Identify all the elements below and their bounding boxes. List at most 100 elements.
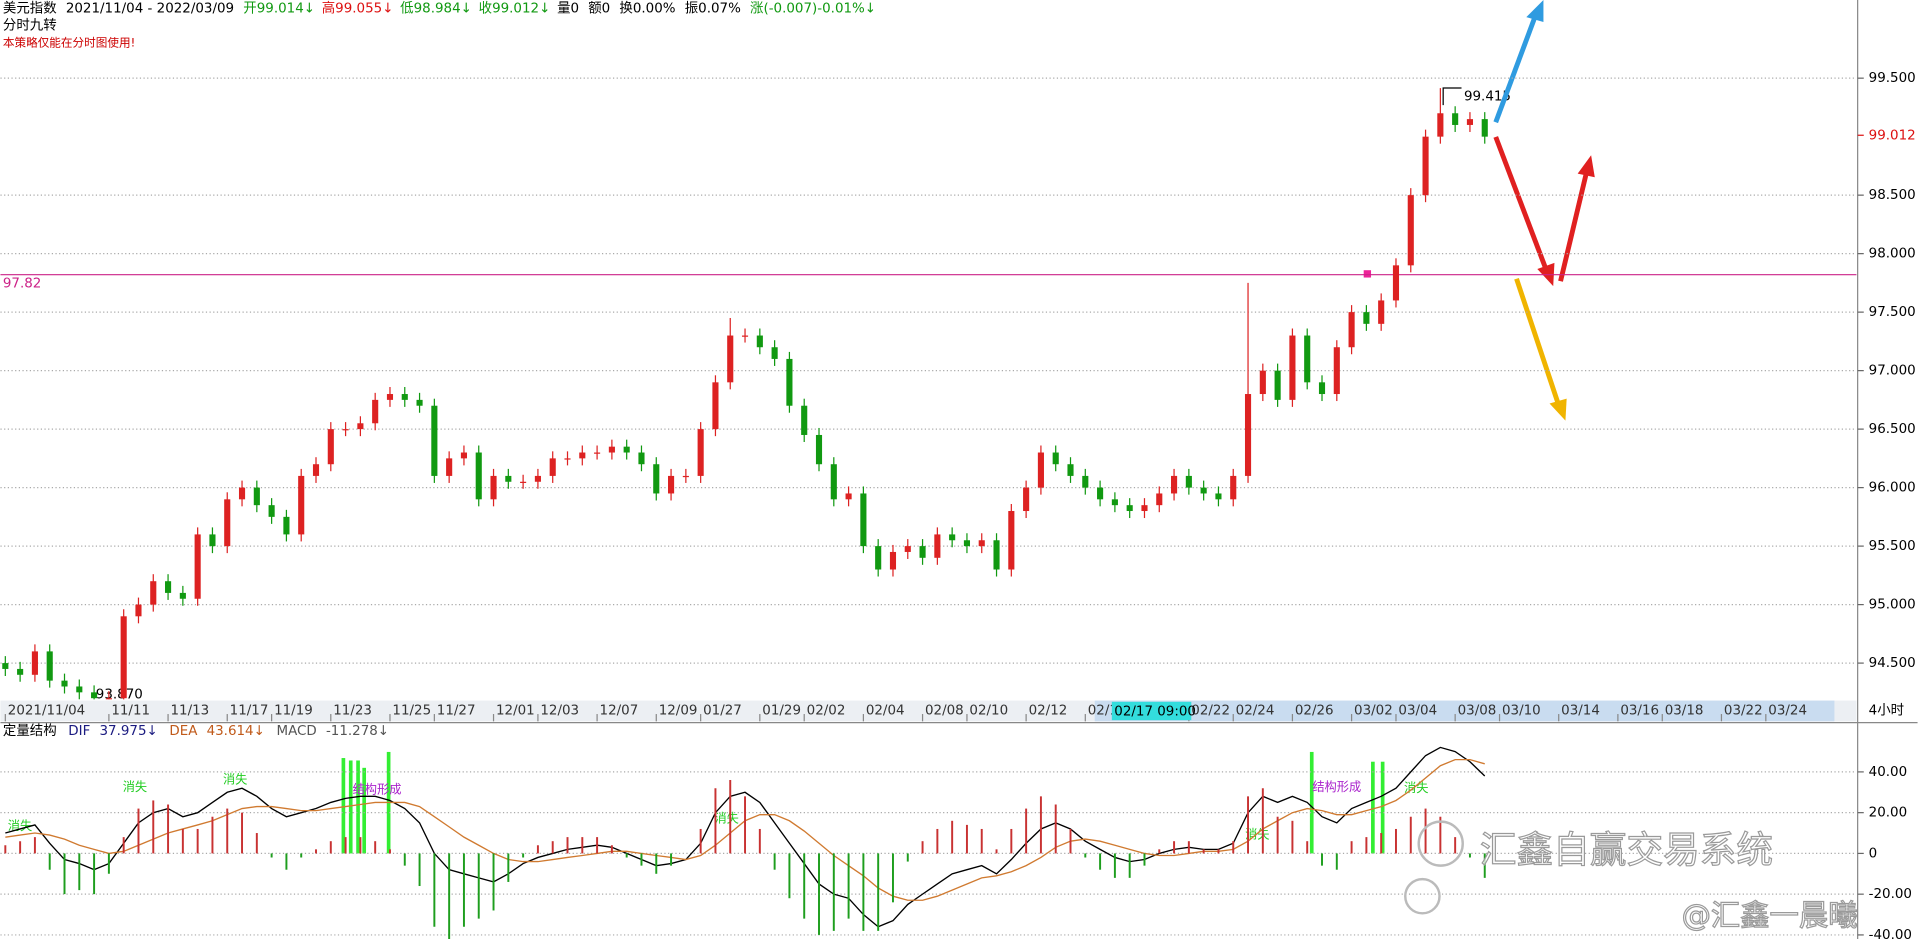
- x-tick-label: 03/24: [1768, 703, 1807, 718]
- candle-body: [135, 604, 142, 617]
- candle-body: [298, 475, 305, 535]
- plots: 94.500 95.000 95.500 96.000 96.500 97.000 97.5…: [0, 71, 1916, 939]
- candle-body: [978, 540, 985, 547]
- candle-body: [342, 429, 349, 431]
- candle-body: [1244, 394, 1252, 476]
- candle-body: [490, 475, 497, 500]
- candle-body: [875, 546, 882, 570]
- x-tick-label: 03/04: [1398, 703, 1437, 718]
- candle-body: [653, 464, 660, 494]
- candle-body: [934, 534, 941, 558]
- x-tick-label: 03/10: [1502, 703, 1541, 718]
- candle-body: [549, 458, 556, 476]
- x-tick-label: 03/16: [1620, 703, 1659, 718]
- x-tick-label: 02/02: [807, 703, 846, 718]
- strategy-warning: 本策略仅能在分时图使用!: [3, 35, 135, 49]
- y-tick-label: 0: [1869, 846, 1878, 861]
- candle-body: [993, 540, 1000, 570]
- x-tick-label: 11/17: [230, 703, 269, 718]
- candle-body: [460, 452, 468, 459]
- y-tick-label: 20.00: [1869, 806, 1907, 821]
- x-tick-label: 11/23: [333, 703, 372, 718]
- candle-body: [1067, 464, 1074, 476]
- candle-body: [446, 458, 453, 476]
- candle-body: [283, 516, 290, 535]
- y-tick-label: 95.500: [1869, 539, 1916, 554]
- candle-body: [594, 452, 601, 454]
- volume: 量0: [557, 1, 579, 17]
- candle-body: [61, 680, 68, 687]
- signal-bar: [1309, 751, 1314, 854]
- annotation: 消失: [223, 772, 247, 787]
- candle-body: [1141, 505, 1148, 512]
- high: 高99.055↓: [322, 0, 394, 17]
- candle-body: [268, 505, 275, 517]
- candle-body: [1037, 452, 1044, 488]
- candle-body: [1215, 493, 1222, 500]
- cursor-time-box: [1111, 701, 1192, 721]
- candle-body: [697, 429, 704, 476]
- candle-body: [165, 581, 172, 593]
- level-label: 97.82: [3, 276, 41, 291]
- x-tick-label: 03/22: [1724, 703, 1763, 718]
- candle-body: [1318, 382, 1326, 395]
- arrow-head: [1577, 155, 1595, 178]
- candle-body: [1466, 119, 1474, 125]
- candle-body: [801, 405, 808, 435]
- candle-body: [1274, 370, 1281, 400]
- candle-body: [712, 382, 719, 430]
- y-tick-label: -20.00: [1869, 887, 1912, 902]
- x-tick-label: 2021/11/04: [8, 703, 85, 718]
- candle-body: [771, 347, 778, 359]
- period-label: 4小时: [1869, 702, 1904, 718]
- signal-bar: [1380, 761, 1385, 854]
- legend-name: MACD: [276, 724, 316, 739]
- forecast-arrows: [1493, 0, 1595, 421]
- candle-body: [238, 487, 246, 500]
- candle-body: [120, 616, 127, 699]
- y-tick-label: 98.000: [1869, 247, 1916, 262]
- candle-body: [2, 663, 9, 669]
- candle-body: [386, 394, 394, 400]
- low-label: 93.870: [96, 687, 143, 702]
- arrow-down-yellow: [1514, 277, 1561, 405]
- watermark-icon: [1404, 877, 1441, 915]
- x-tick-label: 03/02: [1354, 703, 1393, 718]
- candle-body: [815, 434, 823, 465]
- candle-body: [179, 592, 186, 599]
- strategy-name: 分时九转: [3, 18, 57, 34]
- x-tick-label: 02/10: [969, 703, 1008, 718]
- candle-body: [505, 475, 512, 482]
- x-tick-label: 12/03: [540, 703, 579, 718]
- time-selection: [1094, 700, 1835, 722]
- candle-body: [401, 394, 408, 400]
- panel-title: 定量结构: [3, 723, 57, 739]
- x-tick-label: 03/18: [1665, 703, 1704, 718]
- legend-name: DIF: [68, 724, 90, 739]
- x-tick-label: 12/01: [496, 703, 535, 718]
- candle-body: [224, 499, 231, 547]
- annotation: 消失: [8, 818, 32, 833]
- candle-body: [1407, 195, 1414, 266]
- candle-body: [475, 452, 482, 500]
- signal-bar: [341, 758, 346, 854]
- candle-body: [520, 481, 527, 483]
- x-tick-label: 11/19: [274, 703, 313, 718]
- candle-body: [830, 464, 837, 500]
- candle-body: [1378, 300, 1385, 324]
- candle-body: [845, 493, 852, 500]
- arrow-head: [1526, 0, 1544, 23]
- x-tick-label: 03/14: [1561, 703, 1600, 718]
- x-tick-label: 02/26: [1295, 703, 1334, 718]
- candle-body: [416, 399, 423, 406]
- candle-body: [1481, 119, 1488, 137]
- x-tick-label: 02/22: [1191, 703, 1230, 718]
- candle-body: [1156, 493, 1163, 506]
- signal-bar: [348, 760, 353, 854]
- high-label: 99.415: [1464, 90, 1511, 105]
- x-tick-label: 01/27: [703, 703, 742, 718]
- candle-body: [1023, 487, 1030, 512]
- candle-body: [741, 335, 749, 337]
- x-tick-label: 02/12: [1029, 703, 1068, 718]
